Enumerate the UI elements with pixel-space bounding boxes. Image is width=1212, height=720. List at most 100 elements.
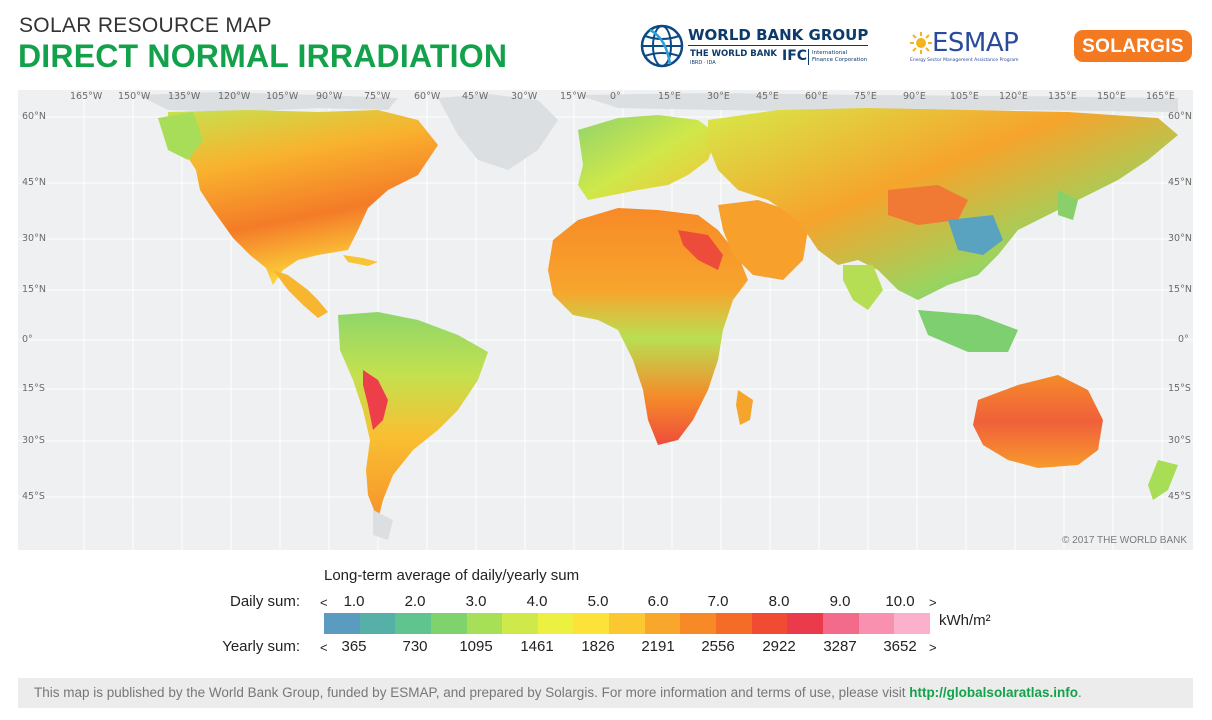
yearly-tick: 1461 bbox=[520, 638, 554, 655]
australia-landmass bbox=[973, 375, 1103, 468]
footer-period: . bbox=[1077, 685, 1082, 700]
footer-bar: This map is published by the World Bank … bbox=[18, 678, 1193, 708]
daily-gt-symbol: > bbox=[929, 595, 937, 610]
lat-label-right: 15°N bbox=[1168, 284, 1192, 295]
worldbank-sub-text: IBRD · IDA bbox=[690, 60, 716, 66]
daily-tick: 4.0 bbox=[526, 593, 548, 610]
lon-label: 90°W bbox=[316, 91, 343, 102]
lat-label-right: 45°S bbox=[1168, 491, 1191, 502]
daily-tick: 2.0 bbox=[404, 593, 426, 610]
ifc-sub-text-2: Finance Corporation bbox=[812, 57, 868, 63]
dni-world-map[interactable]: 165°W 150°W 135°W 120°W 105°W 90°W 75°W … bbox=[18, 90, 1193, 550]
worldbank-logo[interactable]: WORLD BANK GROUP THE WORLD BANK IBRD · I… bbox=[640, 24, 872, 70]
worldbank-globe-icon bbox=[640, 24, 684, 68]
legend-swatch bbox=[680, 613, 717, 634]
lat-label-right: 0° bbox=[1178, 334, 1189, 345]
lat-label-left: 45°S bbox=[22, 491, 45, 502]
lat-label-right: 30°S bbox=[1168, 435, 1191, 446]
daily-tick: 8.0 bbox=[768, 593, 790, 610]
worldbank-group-text: WORLD BANK GROUP bbox=[688, 26, 869, 44]
lat-label-left: 0° bbox=[22, 334, 33, 345]
map-copyright: © 2017 THE WORLD BANK bbox=[1062, 535, 1187, 546]
legend-swatch bbox=[430, 613, 467, 634]
lon-label: 150°W bbox=[118, 91, 151, 102]
greenland-landmass bbox=[438, 94, 558, 170]
worldbank-text: THE WORLD BANK bbox=[690, 49, 778, 59]
lon-label: 60°E bbox=[805, 91, 828, 102]
globalsolaratlas-link[interactable]: http://globalsolaratlas.info bbox=[909, 685, 1078, 700]
esmap-sub-text: Energy Sector Management Assistance Prog… bbox=[910, 58, 1019, 63]
north-america-landmass bbox=[168, 110, 438, 285]
yearly-tick: 3287 bbox=[823, 638, 857, 655]
lon-label: 150°E bbox=[1097, 91, 1126, 102]
lat-label-left: 45°N bbox=[22, 177, 46, 188]
lat-label-left: 15°N bbox=[22, 284, 46, 295]
legend-swatch bbox=[822, 613, 859, 634]
legend-swatch bbox=[787, 613, 823, 634]
legend-swatch bbox=[751, 613, 788, 634]
lon-label: 45°E bbox=[756, 91, 779, 102]
lon-label: 15°E bbox=[658, 91, 681, 102]
south-america-landmass bbox=[338, 312, 488, 520]
lon-label: 135°W bbox=[168, 91, 201, 102]
solargis-text: SOLARGIS bbox=[1082, 36, 1184, 57]
legend-swatch bbox=[894, 613, 930, 634]
lon-label: 105°W bbox=[266, 91, 299, 102]
lat-label-right: 15°S bbox=[1168, 383, 1191, 394]
lon-label: 135°E bbox=[1048, 91, 1077, 102]
daily-sum-label: Daily sum: bbox=[229, 593, 300, 610]
lat-label-left: 15°S bbox=[22, 383, 45, 394]
lat-label-right: 45°N bbox=[1168, 177, 1192, 188]
legend-swatch bbox=[858, 613, 895, 634]
lon-label: 120°E bbox=[999, 91, 1028, 102]
daily-tick: 9.0 bbox=[829, 593, 851, 610]
lat-label-right: 30°N bbox=[1168, 233, 1192, 244]
lon-label: 60°W bbox=[414, 91, 441, 102]
lat-label-right: 60°N bbox=[1168, 111, 1192, 122]
lon-label: 105°E bbox=[950, 91, 979, 102]
lon-label: 45°W bbox=[462, 91, 489, 102]
lon-label: 120°W bbox=[218, 91, 251, 102]
africa-landmass bbox=[548, 208, 748, 445]
lat-label-left: 60°N bbox=[22, 111, 46, 122]
esmap-sun-icon bbox=[910, 32, 932, 54]
lat-label-left: 30°S bbox=[22, 435, 45, 446]
legend-swatch bbox=[466, 613, 503, 634]
yearly-tick: 730 bbox=[402, 638, 428, 655]
yearly-gt-symbol: > bbox=[929, 640, 937, 655]
lat-label-left: 30°N bbox=[22, 233, 46, 244]
lon-label: 75°W bbox=[364, 91, 391, 102]
footer-description: This map is published by the World Bank … bbox=[34, 685, 910, 700]
legend-title: Long-term average of daily/yearly sum bbox=[324, 567, 580, 584]
footer-text: This map is published by the World Bank … bbox=[34, 685, 1082, 700]
esmap-logo[interactable]: ESMAP Energy Sector Management Assistanc… bbox=[910, 28, 1042, 66]
legend-unit: kWh/m² bbox=[939, 612, 991, 629]
daily-lt-symbol: < bbox=[320, 595, 328, 610]
esmap-text: ESMAP bbox=[932, 28, 1019, 58]
lon-label: 30°E bbox=[707, 91, 730, 102]
yearly-tick: 365 bbox=[341, 638, 367, 655]
legend-swatch bbox=[502, 613, 538, 634]
daily-tick: 7.0 bbox=[707, 593, 729, 610]
lon-label: 165°W bbox=[70, 91, 103, 102]
lon-label: 75°E bbox=[854, 91, 877, 102]
daily-tick: 1.0 bbox=[343, 593, 365, 610]
solargis-logo[interactable]: SOLARGIS bbox=[1074, 30, 1192, 62]
yearly-tick: 2556 bbox=[701, 638, 735, 655]
daily-tick: 6.0 bbox=[647, 593, 669, 610]
ifc-sub-text-1: International bbox=[812, 50, 848, 56]
daily-tick: 3.0 bbox=[465, 593, 487, 610]
yearly-tick: 1826 bbox=[581, 638, 615, 655]
legend-color-bar bbox=[324, 613, 930, 634]
lon-label: 30°W bbox=[511, 91, 538, 102]
legend-swatch bbox=[537, 613, 574, 634]
lon-label: 0° bbox=[610, 91, 621, 102]
map-canvas bbox=[18, 90, 1193, 550]
legend-swatch bbox=[609, 613, 645, 634]
daily-tick: 5.0 bbox=[587, 593, 609, 610]
legend-swatch bbox=[573, 613, 610, 634]
legend-swatch bbox=[716, 613, 752, 634]
daily-tick: 10.0 bbox=[885, 593, 915, 610]
legend-swatch bbox=[359, 613, 396, 634]
yearly-tick: 3652 bbox=[883, 638, 917, 655]
